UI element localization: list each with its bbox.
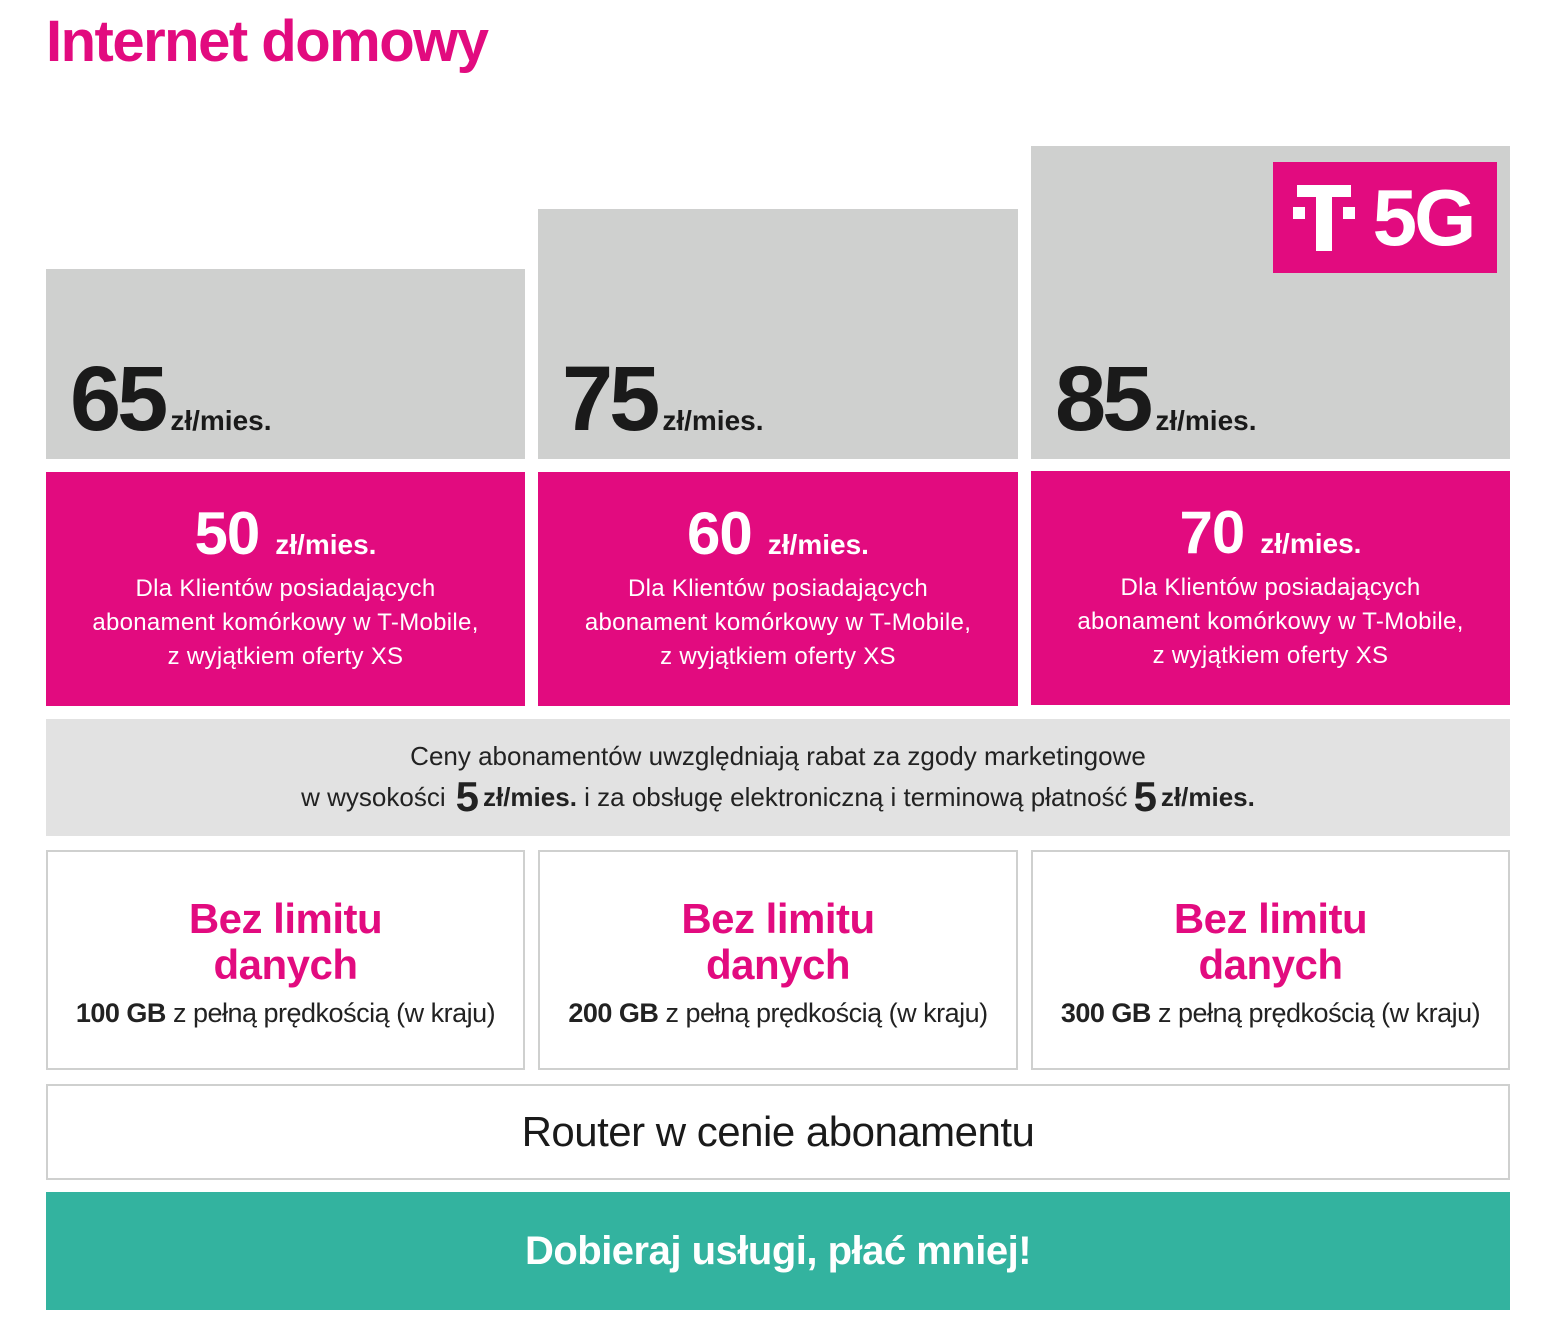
regular-price-value: 85 <box>1055 348 1153 450</box>
promo-price-unit: zł/mies. <box>1260 528 1362 559</box>
t-logo-icon <box>1292 184 1355 251</box>
t-5g-badge: 5G <box>1273 162 1497 273</box>
regular-price-value: 65 <box>70 348 168 450</box>
promo-description: Dla Klientów posiadających abonament kom… <box>584 575 972 670</box>
badge-5g-text: 5G <box>1372 172 1477 262</box>
data-headline: Bez limitu danych <box>1173 895 1368 988</box>
promo-price-unit: zł/mies. <box>275 529 377 560</box>
promo-price-value: 60 <box>687 500 753 567</box>
discount-info-line2: w wysokości 5 zł/mies. i za obsługę elektr… <box>301 773 1255 820</box>
data-allowance-card-2: Bez limitu danych 200 GB z pełną prędkoś… <box>538 850 1018 1070</box>
router-info: Router w cenie abonamentu <box>46 1084 1510 1180</box>
promo-description: Dla Klientów posiadających abonament kom… <box>92 575 479 670</box>
data-headline: Bez limitu danych <box>681 895 875 988</box>
promo-price-value: 70 <box>1179 499 1246 566</box>
regular-price-card-3: 5G 85 zł/mies. <box>1031 146 1510 459</box>
regular-price-unit: zł/mies. <box>662 405 764 436</box>
regular-price-unit: zł/mies. <box>1155 405 1257 436</box>
data-allowance-card-1: Bez limitu danych 100 GB z pełną prędkoś… <box>46 850 525 1070</box>
promo-price-value: 50 <box>194 500 261 567</box>
data-allowance-detail: 300 GB z pełną prędkością (w kraju) <box>1060 998 1481 1028</box>
promo-price-card-2: 60 zł/mies. Dla Klientów posiadających a… <box>538 472 1018 706</box>
promo-price-card-3: 70 zł/mies. Dla Klientów posiadających a… <box>1031 471 1510 705</box>
cta-banner: Dobieraj usługi, płać mniej! <box>46 1192 1510 1310</box>
regular-price-card-2: 75 zł/mies. <box>538 209 1018 459</box>
page-title: Internet domowy <box>46 9 489 74</box>
promo-price-unit: zł/mies. <box>767 529 869 560</box>
data-allowance-detail: 200 GB z pełną prędkością (w kraju) <box>568 998 988 1028</box>
discount-info-line1: Ceny abonamentów uwzględniają rabat za z… <box>410 741 1146 771</box>
regular-price-card-1: 65 zł/mies. <box>46 269 525 459</box>
discount-info-box: Ceny abonamentów uwzględniają rabat za z… <box>46 719 1510 836</box>
regular-price-value: 75 <box>562 348 660 450</box>
promo-price-card-1: 50 zł/mies. Dla Klientów posiadających a… <box>46 472 525 706</box>
data-allowance-card-3: Bez limitu danych 300 GB z pełną prędkoś… <box>1031 850 1510 1070</box>
data-allowance-detail: 100 GB z pełną prędkością (w kraju) <box>75 998 496 1028</box>
promo-description: Dla Klientów posiadających abonament kom… <box>1077 574 1464 669</box>
data-headline: Bez limitu danych <box>188 895 383 988</box>
regular-price-unit: zł/mies. <box>170 405 272 436</box>
